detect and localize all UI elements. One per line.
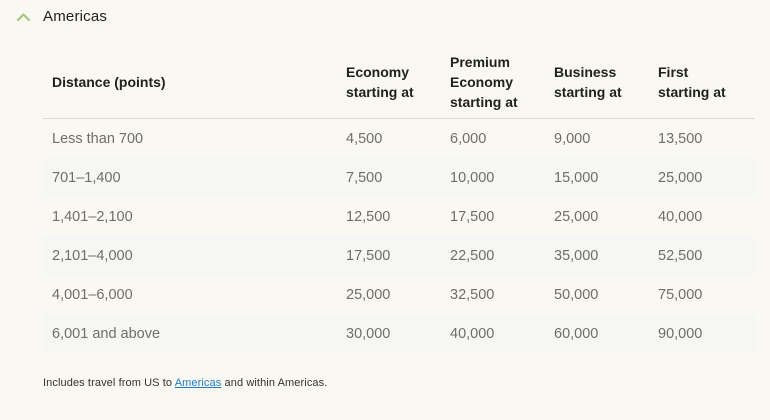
cell-distance: 701–1,400 <box>52 169 121 186</box>
footnote-prefix: Includes travel from US to <box>43 377 175 389</box>
table-row: 6,001 and above 30,000 40,000 60,000 90,… <box>43 314 755 353</box>
table-row: 1,401–2,100 12,500 17,500 25,000 40,000 <box>43 197 755 236</box>
column-header-premium-economy: Premium Economy starting at <box>450 53 518 110</box>
cell-business: 35,000 <box>554 247 599 264</box>
cell-distance: Less than 700 <box>52 130 144 147</box>
cell-economy: 7,500 <box>346 169 383 186</box>
table-row: Less than 700 4,500 6,000 9,000 13,500 <box>43 119 755 158</box>
cell-first: 13,500 <box>658 130 703 147</box>
cell-economy: 17,500 <box>346 247 391 264</box>
cell-economy: 25,000 <box>346 286 391 303</box>
cell-business: 9,000 <box>554 130 591 147</box>
cell-economy: 30,000 <box>346 325 391 342</box>
cell-distance: 1,401–2,100 <box>52 208 133 225</box>
cell-business: 25,000 <box>554 208 599 225</box>
footnote-suffix: and within Americas. <box>221 377 328 389</box>
table-header-row: Distance (points) Economy starting at Pr… <box>43 45 755 119</box>
cell-premium-economy: 17,500 <box>450 208 495 225</box>
table-row: 2,101–4,000 17,500 22,500 35,000 52,500 <box>43 236 755 275</box>
cell-premium-economy: 10,000 <box>450 169 495 186</box>
cell-economy: 12,500 <box>346 208 391 225</box>
table-row: 701–1,400 7,500 10,000 15,000 25,000 <box>43 158 755 197</box>
cell-premium-economy: 32,500 <box>450 286 495 303</box>
column-header-distance: Distance (points) <box>52 73 166 90</box>
cell-premium-economy: 40,000 <box>450 325 495 342</box>
award-pricing-table: Distance (points) Economy starting at Pr… <box>43 45 755 353</box>
cell-distance: 6,001 and above <box>52 325 161 342</box>
cell-first: 40,000 <box>658 208 703 225</box>
cell-business: 15,000 <box>554 169 599 186</box>
cell-distance: 4,001–6,000 <box>52 286 133 303</box>
cell-distance: 2,101–4,000 <box>52 247 133 264</box>
section-title: Americas <box>43 8 108 25</box>
chevron-up-icon[interactable] <box>16 12 31 22</box>
americas-link[interactable]: Americas <box>174 377 222 389</box>
cell-first: 90,000 <box>658 325 703 342</box>
cell-business: 50,000 <box>554 286 599 303</box>
column-header-business: Business starting at <box>554 63 622 100</box>
section-americas-toggle[interactable]: Americas <box>16 8 107 25</box>
cell-first: 25,000 <box>658 169 703 186</box>
cell-first: 52,500 <box>658 247 703 264</box>
table-row: 4,001–6,000 25,000 32,500 50,000 75,000 <box>43 275 755 314</box>
column-header-first: First starting at <box>658 63 726 100</box>
cell-business: 60,000 <box>554 325 599 342</box>
cell-premium-economy: 22,500 <box>450 247 495 264</box>
cell-premium-economy: 6,000 <box>450 130 487 147</box>
column-header-economy: Economy starting at <box>346 63 414 100</box>
cell-economy: 4,500 <box>346 130 383 147</box>
cell-first: 75,000 <box>658 286 703 303</box>
footnote: Includes travel from US to Americas and … <box>43 377 327 389</box>
